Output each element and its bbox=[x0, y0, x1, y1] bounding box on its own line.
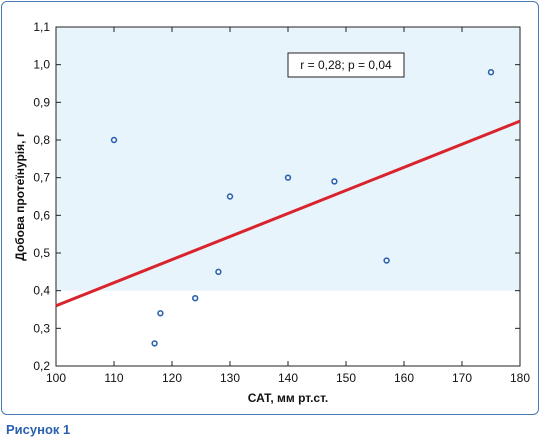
data-point bbox=[487, 68, 495, 76]
y-tick-label: 0,4 bbox=[33, 284, 50, 298]
x-axis-label: САТ, мм рт.ст. bbox=[248, 391, 328, 405]
figure-caption: Рисунок 1 bbox=[6, 422, 71, 437]
data-point bbox=[151, 340, 158, 347]
data-point bbox=[192, 295, 199, 302]
y-axis: 0,2 0,3 0,4 0,5 0,6 0,7 0,8 0,9 1,0 1,1 bbox=[33, 20, 520, 373]
x-tick-label: 120 bbox=[162, 371, 182, 385]
data-points bbox=[110, 68, 495, 347]
y-tick-label: 0,9 bbox=[33, 95, 50, 109]
scatter-chart: 100 110 120 130 140 150 160 170 180 0,2 0,3 0,4 0,5… bbox=[13, 20, 530, 405]
annotation-box bbox=[287, 52, 405, 78]
y-tick-label: 0,7 bbox=[33, 171, 50, 185]
x-tick-label: 130 bbox=[220, 371, 240, 385]
y-axis-label: Добова протеїнурія, г bbox=[13, 132, 27, 261]
x-tick-label: 150 bbox=[336, 371, 356, 385]
y-tick-label: 0,2 bbox=[33, 359, 50, 373]
x-tick-label: 160 bbox=[394, 371, 414, 385]
x-axis: 100 110 120 130 140 150 160 170 180 bbox=[46, 27, 530, 385]
x-tick-label: 170 bbox=[452, 371, 472, 385]
data-point bbox=[226, 193, 234, 200]
data-point bbox=[284, 174, 292, 181]
data-point bbox=[110, 136, 118, 144]
y-tick-label: 1,1 bbox=[33, 20, 50, 34]
annotation-text: r = 0,28; p = 0,04 bbox=[300, 58, 392, 72]
x-tick-label: 140 bbox=[278, 371, 298, 385]
x-tick-label: 100 bbox=[46, 371, 66, 385]
trend-line bbox=[55, 119, 521, 308]
data-point bbox=[215, 268, 222, 276]
data-point bbox=[157, 310, 164, 317]
y-tick-label: 1,0 bbox=[33, 58, 50, 72]
y-tick-label: 0,8 bbox=[33, 133, 50, 147]
y-tick-label: 0,5 bbox=[33, 246, 50, 260]
data-point bbox=[331, 178, 338, 185]
x-tick-label: 180 bbox=[510, 371, 530, 385]
x-tick-label: 110 bbox=[104, 371, 123, 385]
y-tick-label: 0,6 bbox=[33, 208, 50, 222]
y-tick-label: 0,3 bbox=[33, 321, 50, 335]
data-point bbox=[383, 257, 390, 264]
